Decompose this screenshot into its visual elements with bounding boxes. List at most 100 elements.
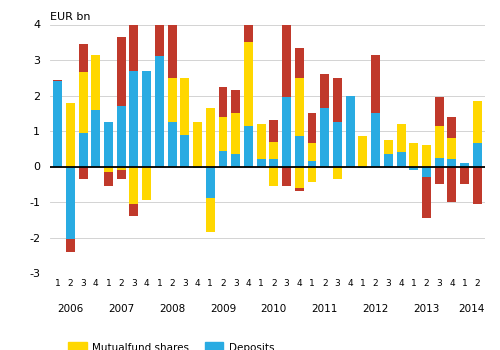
Bar bbox=[270, 159, 278, 167]
Bar bbox=[448, 159, 456, 167]
Text: 2007: 2007 bbox=[108, 303, 134, 314]
Bar bbox=[435, 167, 444, 184]
Bar bbox=[346, 96, 354, 167]
Text: 2012: 2012 bbox=[362, 303, 389, 314]
Bar bbox=[155, 0, 164, 56]
Bar bbox=[66, 239, 75, 252]
Bar bbox=[270, 142, 278, 159]
Bar bbox=[295, 167, 304, 188]
Bar bbox=[358, 167, 368, 168]
Bar bbox=[333, 78, 342, 122]
Bar bbox=[256, 124, 266, 159]
Bar bbox=[460, 167, 469, 184]
Bar bbox=[218, 150, 228, 167]
Bar bbox=[66, 103, 75, 167]
Bar bbox=[117, 106, 126, 167]
Bar bbox=[193, 167, 202, 168]
Bar bbox=[320, 108, 329, 167]
Bar bbox=[130, 204, 138, 216]
Bar bbox=[448, 138, 456, 159]
Legend: Mutualfund shares, Quoted shares, Deposits: Mutualfund shares, Quoted shares, Deposi… bbox=[64, 338, 278, 350]
Bar bbox=[218, 87, 228, 117]
Bar bbox=[130, 167, 138, 204]
Bar bbox=[270, 167, 278, 186]
Bar bbox=[244, 1, 253, 42]
Bar bbox=[130, 71, 138, 167]
Bar bbox=[473, 144, 482, 167]
Bar bbox=[320, 74, 329, 108]
Bar bbox=[448, 167, 456, 202]
Bar bbox=[282, 21, 291, 97]
Bar bbox=[244, 42, 253, 126]
Bar bbox=[66, 167, 75, 239]
Bar bbox=[168, 78, 176, 122]
Bar bbox=[295, 136, 304, 167]
Bar bbox=[206, 198, 214, 232]
Bar bbox=[410, 144, 418, 167]
Bar bbox=[295, 78, 304, 136]
Bar bbox=[78, 167, 88, 179]
Bar bbox=[78, 44, 88, 72]
Bar bbox=[256, 159, 266, 167]
Bar bbox=[78, 133, 88, 167]
Bar bbox=[180, 78, 190, 134]
Bar bbox=[308, 167, 316, 182]
Bar bbox=[117, 167, 126, 170]
Bar bbox=[308, 113, 316, 144]
Bar bbox=[358, 136, 368, 167]
Bar bbox=[104, 172, 113, 186]
Text: 2009: 2009 bbox=[210, 303, 236, 314]
Bar bbox=[193, 122, 202, 167]
Bar bbox=[244, 126, 253, 167]
Bar bbox=[308, 161, 316, 167]
Bar bbox=[422, 167, 431, 177]
Bar bbox=[396, 152, 406, 167]
Bar bbox=[435, 158, 444, 167]
Bar bbox=[435, 97, 444, 126]
Bar bbox=[308, 144, 316, 161]
Text: EUR bn: EUR bn bbox=[50, 12, 90, 22]
Bar bbox=[384, 140, 393, 154]
Bar bbox=[231, 90, 240, 113]
Bar bbox=[295, 188, 304, 191]
Bar bbox=[282, 167, 291, 186]
Bar bbox=[333, 167, 342, 179]
Bar bbox=[92, 55, 100, 110]
Bar bbox=[155, 56, 164, 167]
Bar bbox=[142, 167, 151, 200]
Bar bbox=[180, 134, 190, 167]
Bar bbox=[448, 117, 456, 138]
Bar bbox=[92, 110, 100, 167]
Bar bbox=[435, 126, 444, 158]
Bar bbox=[142, 71, 151, 167]
Bar bbox=[104, 122, 113, 167]
Bar bbox=[168, 122, 176, 167]
Bar bbox=[78, 72, 88, 133]
Bar bbox=[410, 167, 418, 170]
Bar bbox=[53, 81, 62, 167]
Bar bbox=[231, 154, 240, 167]
Text: 2010: 2010 bbox=[260, 303, 287, 314]
Bar bbox=[168, 21, 176, 78]
Bar bbox=[396, 124, 406, 152]
Text: 2006: 2006 bbox=[57, 303, 84, 314]
Text: 2013: 2013 bbox=[414, 303, 440, 314]
Text: 2014: 2014 bbox=[458, 303, 484, 314]
Bar bbox=[422, 177, 431, 218]
Text: 2008: 2008 bbox=[159, 303, 185, 314]
Bar bbox=[473, 167, 482, 204]
Bar bbox=[422, 145, 431, 167]
Bar bbox=[117, 37, 126, 106]
Bar bbox=[460, 163, 469, 167]
Bar bbox=[371, 113, 380, 167]
Bar bbox=[53, 79, 62, 81]
Bar bbox=[371, 55, 380, 113]
Bar bbox=[231, 113, 240, 154]
Bar bbox=[206, 108, 214, 167]
Bar bbox=[295, 48, 304, 78]
Bar bbox=[333, 122, 342, 167]
Bar bbox=[282, 97, 291, 167]
Text: 2011: 2011 bbox=[312, 303, 338, 314]
Bar bbox=[104, 167, 113, 172]
Bar bbox=[218, 117, 228, 150]
